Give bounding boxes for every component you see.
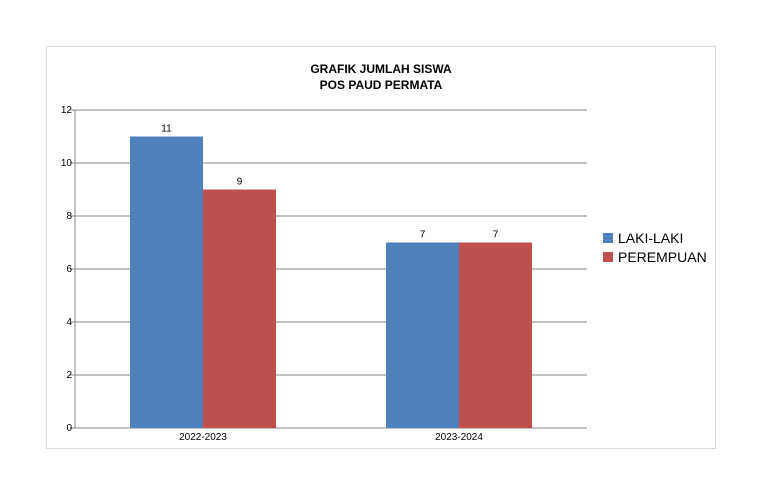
x-tick-label: 2023-2024 (435, 432, 483, 443)
x-tick-label: 2022-2023 (179, 432, 227, 443)
data-label: 11 (161, 124, 172, 135)
data-label: 7 (493, 230, 499, 241)
bar-perempuan-2022-2023 (203, 189, 276, 428)
chart-subtitle: POS PAUD PERMATA (320, 78, 443, 92)
y-tick-label: 10 (61, 158, 73, 169)
chart-title: GRAFIK JUMLAH SISWA (310, 62, 452, 76)
data-label: 7 (420, 230, 426, 241)
data-label: 9 (237, 177, 243, 188)
y-tick-label: 6 (66, 264, 72, 275)
y-tick-label: 12 (61, 105, 73, 116)
y-tick-label: 2 (66, 370, 72, 381)
y-tick-label: 8 (66, 211, 72, 222)
legend-swatch (603, 252, 613, 262)
bar-laki-laki-2023-2024 (386, 242, 459, 428)
bar-perempuan-2023-2024 (459, 242, 532, 428)
y-tick-label: 0 (66, 423, 72, 434)
bars (130, 136, 532, 428)
legend-label: LAKI-LAKI (618, 230, 683, 246)
legend-swatch (603, 233, 613, 243)
bar-laki-laki-2022-2023 (130, 136, 203, 428)
legend-label: PEREMPUAN (618, 249, 707, 265)
data-labels: 11 9 7 7 (161, 124, 498, 241)
y-tick-label: 4 (66, 317, 72, 328)
legend: LAKI-LAKI PEREMPUAN (603, 230, 707, 265)
